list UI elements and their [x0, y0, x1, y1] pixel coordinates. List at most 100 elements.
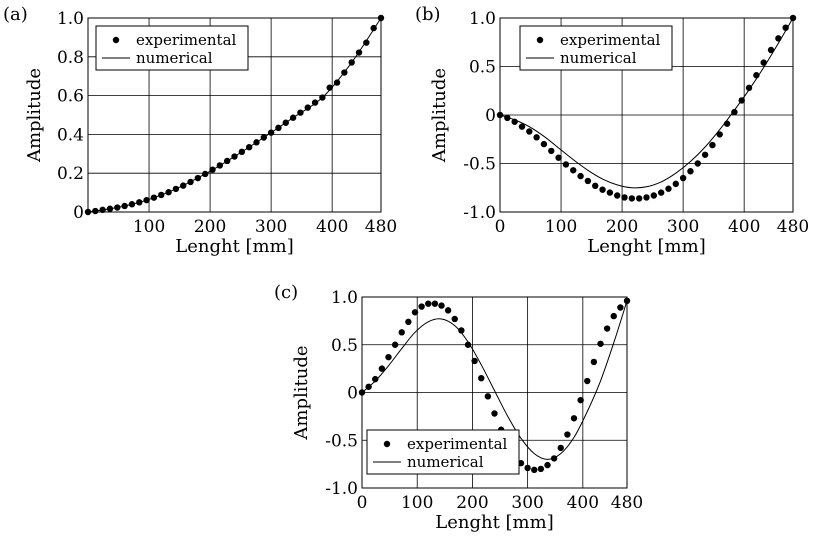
data-point-experimental [701, 151, 709, 158]
y-tick-label: 0 [485, 106, 496, 126]
x-axis-label: Lenght [mm] [435, 512, 553, 533]
y-tick-label: 1.0 [469, 9, 496, 29]
data-point-experimental [555, 154, 562, 161]
data-point-experimental [326, 84, 333, 91]
data-point-experimental [438, 302, 445, 309]
data-point-experimental [398, 329, 405, 336]
y-tick-label: 1.0 [57, 9, 84, 29]
data-point-experimental [709, 141, 716, 149]
data-point-experimental [526, 128, 533, 135]
legend-label: numerical [560, 49, 637, 67]
data-point-experimental [577, 396, 584, 404]
x-tick-label: 0 [495, 217, 506, 237]
data-point-experimental [577, 172, 584, 180]
x-axis-label: Lenght [mm] [175, 236, 293, 257]
data-point-experimental [444, 307, 452, 314]
data-point-experimental [592, 182, 599, 190]
y-tick-label: 0 [347, 384, 358, 404]
data-point-experimental [643, 194, 650, 201]
data-point-experimental [731, 108, 738, 116]
y-axis-label: Amplitude [429, 68, 450, 163]
data-point-experimental [537, 465, 545, 473]
data-point-experimental [650, 192, 658, 199]
y-tick-label: -1.0 [325, 479, 358, 499]
legend-marker-icon [112, 36, 120, 44]
data-point-experimental [672, 180, 679, 188]
data-point-experimental [716, 131, 723, 138]
x-tick-label: 0 [357, 493, 368, 513]
data-point-experimental [657, 189, 665, 196]
data-point-experimental [590, 358, 598, 366]
data-point-experimental [665, 185, 672, 192]
data-point-experimental [557, 444, 564, 452]
y-tick-label: -1.0 [463, 203, 496, 223]
y-tick-label: 0.2 [57, 164, 84, 184]
data-point-experimental [418, 303, 425, 310]
x-tick-label: 100 [401, 493, 433, 513]
legend-box [366, 429, 520, 475]
x-tick-label: 480 [611, 493, 643, 513]
data-point-experimental [597, 340, 604, 347]
legend-label: experimental [407, 435, 508, 453]
data-point-experimental [540, 140, 548, 148]
series-line-numerical [499, 17, 794, 189]
data-point-experimental [548, 147, 555, 155]
data-point-experimental [518, 123, 526, 130]
data-point-experimental [782, 24, 789, 31]
x-tick-label: 480 [365, 217, 397, 237]
data-point-experimental [570, 167, 577, 174]
legend-marker-icon [383, 440, 391, 448]
panel-a: 100 200 300 400 480 0 0.2 0.4 0.6 0.8 1.0 Lenght [m… [3, 4, 397, 257]
data-point-experimental [614, 192, 621, 199]
data-point-experimental [687, 168, 694, 175]
data-point-experimental [451, 315, 458, 323]
legend-box [95, 25, 249, 71]
data-point-experimental [606, 189, 614, 196]
panel-label: (c) [274, 282, 298, 303]
data-point-experimental [411, 309, 419, 316]
x-tick-label: 200 [456, 493, 488, 513]
data-point-experimental [391, 341, 399, 348]
data-point-experimental [471, 357, 478, 365]
x-tick-label: 300 [511, 493, 543, 513]
data-point-experimental [484, 393, 492, 400]
data-point-experimental [385, 353, 392, 361]
data-point-experimental [599, 186, 606, 193]
data-point-experimental [628, 195, 636, 202]
x-tick-label: 400 [316, 217, 348, 237]
data-point-experimental [775, 35, 782, 42]
legend-box [519, 25, 673, 71]
data-point-experimental [767, 46, 775, 54]
panel-b: 0 100 200 300 400 480 -1.0 -0.5 0 0.5 1.0 Lenght [m… [415, 4, 809, 257]
panel-c: 0 100 200 300 400 480 -1.0 -0.5 0 0.5 1.0 Lenght [m… [274, 282, 643, 533]
data-point-experimental [363, 39, 370, 46]
data-point-experimental [533, 134, 540, 141]
data-point-experimental [425, 300, 432, 307]
legend-label: experimental [136, 31, 237, 49]
data-point-experimental [405, 318, 412, 326]
y-axis-label: Amplitude [291, 345, 312, 440]
x-tick-label: 300 [667, 217, 699, 237]
legend-marker-icon [536, 36, 544, 44]
data-point-experimental [603, 325, 611, 332]
data-point-experimental [562, 161, 570, 168]
data-point-experimental [679, 174, 687, 182]
data-point-experimental [610, 312, 617, 320]
data-point-experimental [458, 327, 465, 334]
y-tick-label: 0.5 [469, 58, 496, 78]
data-point-experimental [570, 415, 578, 422]
x-tick-label: 480 [777, 217, 809, 237]
x-tick-label: 400 [567, 493, 599, 513]
data-point-experimental [635, 195, 643, 202]
data-point-experimental [584, 177, 592, 185]
plot-frame [87, 17, 382, 213]
panel-label: (b) [415, 4, 441, 25]
y-tick-label: 0.4 [57, 125, 84, 145]
data-point-experimental [372, 375, 379, 383]
y-tick-label: 0.5 [331, 336, 358, 356]
data-point-experimental [745, 84, 753, 92]
data-point-experimental [621, 194, 628, 201]
